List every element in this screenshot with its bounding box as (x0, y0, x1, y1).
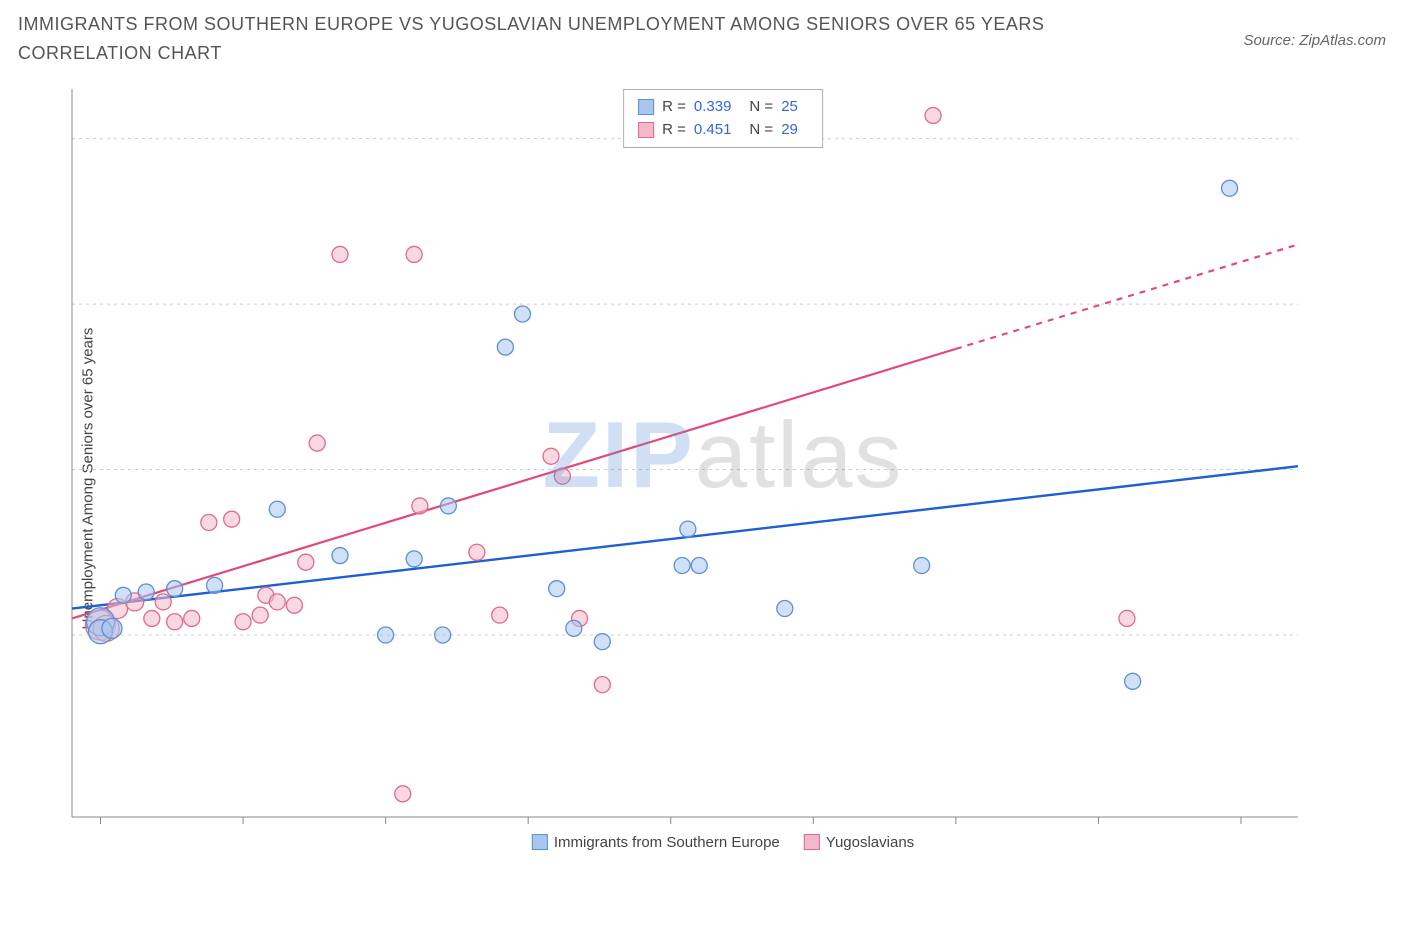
legend-item-b: Yugoslavians (804, 834, 914, 851)
r-label: R = (662, 119, 686, 142)
r-label: R = (662, 96, 686, 119)
legend-swatch-pink (804, 834, 820, 850)
legend-label: Immigrants from Southern Europe (554, 834, 780, 851)
legend-swatch-blue (532, 834, 548, 850)
legend-row-series-b: R = 0.451 N = 29 (638, 119, 808, 142)
series-legend: Immigrants from Southern Europe Yugoslav… (532, 834, 914, 851)
legend-label: Yugoslavians (826, 834, 914, 851)
n-label: N = (749, 96, 773, 119)
legend-swatch-blue (638, 99, 654, 115)
source-citation: Source: ZipAtlas.com (1243, 32, 1386, 49)
scatter-plot-svg (68, 85, 1378, 855)
n-value: 29 (781, 119, 798, 142)
r-value: 0.451 (694, 119, 732, 142)
chart-title: IMMIGRANTS FROM SOUTHERN EUROPE VS YUGOS… (18, 10, 1118, 68)
legend-row-series-a: R = 0.339 N = 25 (638, 96, 808, 119)
n-label: N = (749, 119, 773, 142)
plot-area: Unemployment Among Seniors over 65 years… (68, 85, 1378, 855)
r-value: 0.339 (694, 96, 732, 119)
legend-item-a: Immigrants from Southern Europe (532, 834, 780, 851)
n-value: 25 (781, 96, 798, 119)
legend-swatch-pink (638, 122, 654, 138)
correlation-legend: R = 0.339 N = 25 R = 0.451 N = 29 (623, 89, 823, 148)
header: IMMIGRANTS FROM SOUTHERN EUROPE VS YUGOS… (18, 10, 1386, 68)
